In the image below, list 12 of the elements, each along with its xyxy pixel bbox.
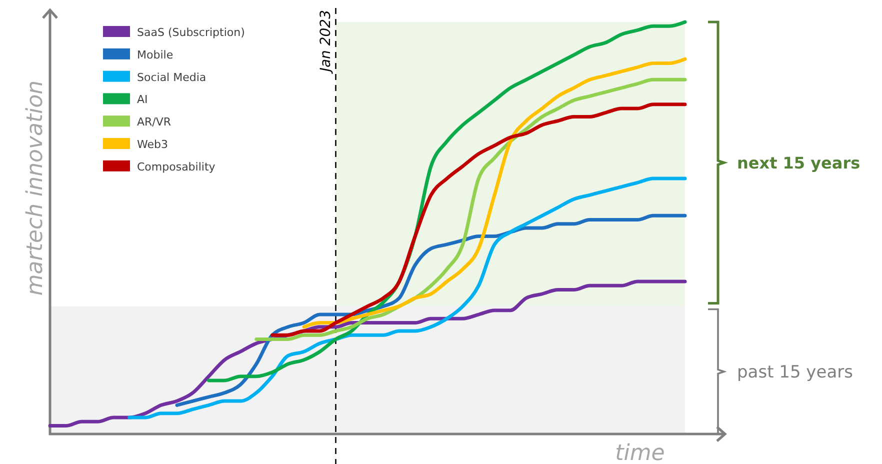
legend-label: SaaS (Subscription) [137,26,245,39]
legend-label: Mobile [137,48,174,62]
legend-label: Composability [137,160,216,174]
legend-label: AI [137,93,148,106]
y-axis-title: martech innovation [23,80,48,296]
legend-label: Social Media [137,70,206,84]
x-axis-title: time [615,441,665,464]
legend-label: Web3 [137,138,168,151]
text: past 15 years [737,362,854,383]
legend-label: AR/VR [137,116,172,129]
text: next 15 years [737,154,860,173]
annotation: Jan 2023 [318,10,334,75]
